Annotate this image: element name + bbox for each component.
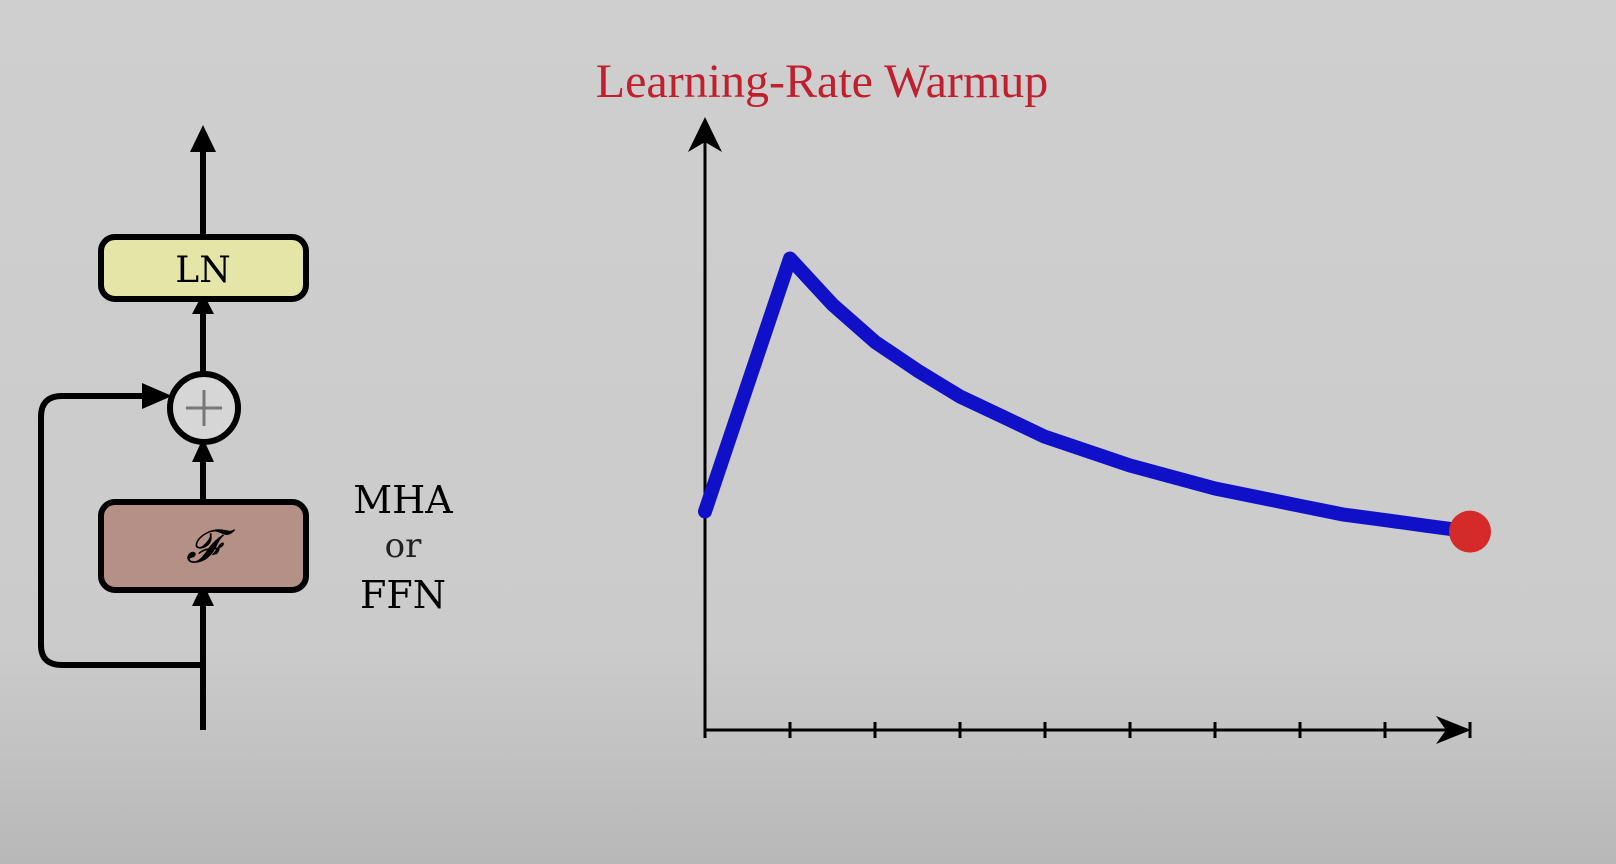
- residual-skip-path: [38, 393, 203, 668]
- output-arrowhead: [190, 125, 216, 152]
- arrow-into-ln: [192, 293, 214, 314]
- arrow-into-f: [192, 583, 214, 606]
- chart-title: Learning-Rate Warmup: [596, 55, 1048, 108]
- side-label-or: or: [385, 526, 422, 566]
- lr-end-marker: [1449, 510, 1491, 553]
- plus-icon: [186, 390, 222, 426]
- x-axis-arrowhead: [1436, 716, 1471, 744]
- lr-curve: [698, 251, 1477, 539]
- ln-label: LN: [175, 250, 230, 291]
- x-axis-ticks: [703, 722, 1472, 738]
- arrow-into-plus: [192, 438, 214, 462]
- residual-block-diagram: 𝓕 LN MHA or FFN: [38, 125, 453, 730]
- y-axis-arrowhead: [688, 117, 722, 152]
- side-label-ffn: FFN: [360, 573, 446, 617]
- side-label-mha: MHA: [353, 478, 453, 522]
- lr-chart: [688, 117, 1491, 744]
- arrow-residual-into-plus: [142, 383, 172, 409]
